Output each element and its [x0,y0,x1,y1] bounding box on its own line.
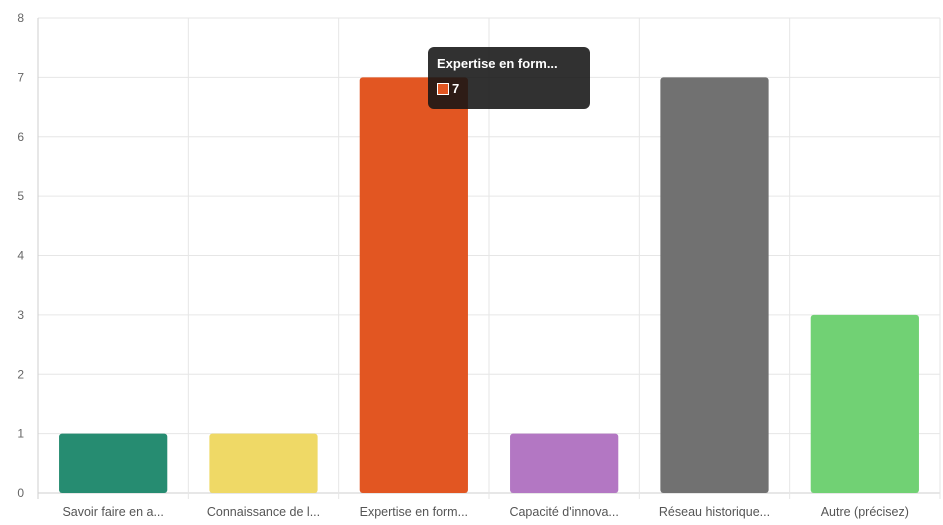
bar[interactable] [209,433,318,493]
y-tick-label: 3 [17,308,24,322]
bar[interactable] [510,433,619,493]
x-tick-label: Connaissance de l... [207,505,320,519]
y-tick-label: 4 [17,249,24,263]
bar[interactable] [660,77,769,493]
bar[interactable] [59,433,168,493]
y-axis-ticks: 0 1 2 3 4 5 6 7 8 [17,11,24,500]
bars [59,77,919,493]
x-tick-label: Capacité d'innova... [509,505,618,519]
bar[interactable] [359,77,468,493]
tooltip-row: 7 [437,81,459,96]
x-tick-label: Savoir faire en a... [62,505,163,519]
tooltip-title: Expertise en form... [437,56,558,71]
y-tick-label: 5 [17,189,24,203]
y-tick-label: 8 [17,11,24,25]
x-axis-labels: Savoir faire en a... Connaissance de l...… [62,505,909,519]
x-tick-label: Réseau historique... [659,505,770,519]
tooltip-color-swatch [437,82,449,95]
y-tick-label: 0 [17,486,24,500]
tooltip-value: 7 [452,81,460,96]
y-tick-label: 2 [17,367,24,381]
y-tick-label: 1 [17,427,24,441]
x-tick-label: Expertise en form... [360,505,468,519]
y-tick-label: 6 [17,130,24,144]
grid-lines [37,17,941,499]
y-tick-label: 7 [17,70,24,84]
x-tick-label: Autre (précisez) [821,505,909,519]
bar-tooltip: Expertise en form... 7 [428,47,590,109]
bar[interactable] [810,314,919,493]
